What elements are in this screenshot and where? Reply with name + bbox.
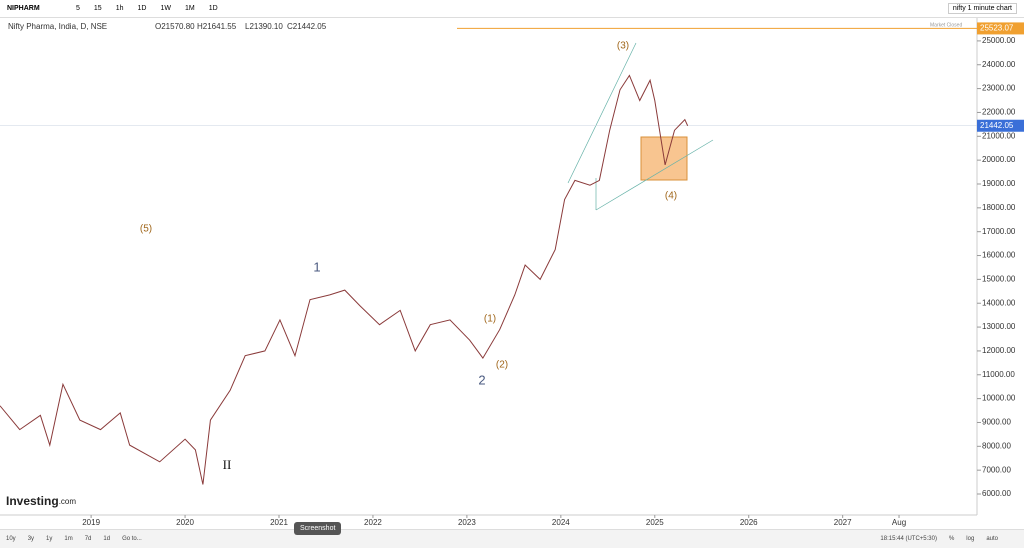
interval[interactable]: 5 [76, 5, 80, 12]
option[interactable]: % [948, 536, 955, 542]
price-label: 25523.07 [980, 24, 1014, 33]
logo: Investing.com [6, 494, 76, 508]
y-tick-label: 8000.00 [982, 441, 1011, 450]
wave-label: (3) [617, 41, 629, 52]
legend-open: O21570.80 [155, 22, 195, 31]
legend-low: L21390.10 [245, 22, 283, 31]
x-tick-label: 2027 [834, 518, 852, 527]
x-tick-label: 2024 [552, 518, 570, 527]
wave-label: (1) [484, 314, 496, 325]
y-tick-label: 10000.00 [982, 394, 1016, 403]
wave-label: (2) [496, 360, 508, 371]
range[interactable]: 7d [84, 536, 92, 542]
y-tick-label: 22000.00 [982, 108, 1016, 117]
y-tick-label: 20000.00 [982, 155, 1016, 164]
y-tick-label: 25000.00 [982, 36, 1016, 45]
wave-label: II [223, 457, 232, 472]
y-tick-label: 11000.00 [982, 370, 1015, 379]
y-tick-label: 21000.00 [982, 131, 1016, 140]
x-tick-label: 2020 [176, 518, 194, 527]
y-tick-label: 14000.00 [982, 298, 1016, 307]
y-tick-label: 13000.00 [982, 322, 1016, 331]
range[interactable]: 3y [27, 536, 35, 542]
wave-label: 2 [478, 372, 485, 387]
legend-high: H21641.55 [197, 22, 237, 31]
y-tick-label: 7000.00 [982, 465, 1011, 474]
y-tick-label: 17000.00 [982, 227, 1016, 236]
x-tick-label: 2019 [82, 518, 100, 527]
clock: 18:15:44 (UTC+5:30) [880, 536, 937, 542]
y-tick-label: 15000.00 [982, 274, 1016, 283]
range[interactable]: 1d [103, 536, 111, 542]
x-tick-label: 2021 [270, 518, 288, 527]
y-tick-label: 19000.00 [982, 179, 1016, 188]
price-tag [977, 22, 1024, 35]
chart: Market Closed Nifty Pharma, India, D, NS… [0, 18, 1024, 527]
screenshot-button[interactable]: Screenshot [294, 522, 342, 535]
interval[interactable]: 1W [160, 5, 171, 12]
interval[interactable]: 15 [93, 5, 102, 12]
range[interactable]: 10y [6, 536, 16, 542]
ranges: 10y 3y 1y 1m 7d 1d Go to... [0, 536, 148, 542]
options: % log auto [943, 536, 1004, 542]
y-tick-label: 9000.00 [982, 418, 1011, 427]
option[interactable]: auto [986, 536, 998, 542]
range[interactable]: 1y [46, 536, 53, 542]
logo-main: Investing [6, 494, 59, 508]
price-tag [977, 119, 1024, 132]
interval[interactable]: 1D [208, 5, 218, 12]
y-tick-label: 18000.00 [982, 203, 1016, 212]
toolbar: NIPHARM 5 15 1h 1D 1W 1M 1D nifty 1 minute cha… [0, 0, 1024, 18]
footer: 10y 3y 1y 1m 7d 1d Go to... Screenshot 18:15:4… [0, 522, 1024, 548]
x-tick-label: 2025 [646, 518, 664, 527]
option[interactable]: log [966, 536, 975, 542]
trend-line [595, 139, 714, 211]
legend-close: C21442.05 [287, 22, 327, 31]
y-tick-label: 23000.00 [982, 84, 1016, 93]
interval[interactable]: 1h [115, 5, 124, 12]
wave-label: (4) [665, 191, 677, 202]
y-tick-label: 6000.00 [982, 489, 1011, 498]
wave-label: 1 [313, 259, 320, 274]
symbol[interactable]: NIPHARM [7, 5, 40, 12]
trend-line [567, 42, 637, 184]
price-line-series [0, 74, 689, 485]
x-tick-label: 2022 [364, 518, 382, 527]
range[interactable]: 1m [64, 536, 73, 542]
interval[interactable]: 1D [137, 5, 147, 12]
y-tick-label: 24000.00 [982, 60, 1016, 69]
x-tick-label: Aug [892, 518, 906, 527]
y-tick-label: 12000.00 [982, 346, 1016, 355]
interval[interactable]: 1M [184, 5, 195, 12]
x-tick-label: 2023 [458, 518, 476, 527]
price-label: 21442.05 [980, 121, 1014, 130]
intervals: 5 15 1h 1D 1W 1M 1D [69, 5, 225, 12]
logo-suffix: .com [59, 497, 77, 506]
range[interactable]: Go to... [122, 536, 142, 542]
x-tick-label: 2026 [740, 518, 758, 527]
wave-label: (5) [140, 224, 152, 235]
y-tick-label: 16000.00 [982, 251, 1016, 260]
status: Market Closed [930, 22, 962, 28]
layout-name[interactable]: nifty 1 minute chart [947, 3, 1017, 14]
legend-title: Nifty Pharma, India, D, NSE [8, 22, 107, 31]
